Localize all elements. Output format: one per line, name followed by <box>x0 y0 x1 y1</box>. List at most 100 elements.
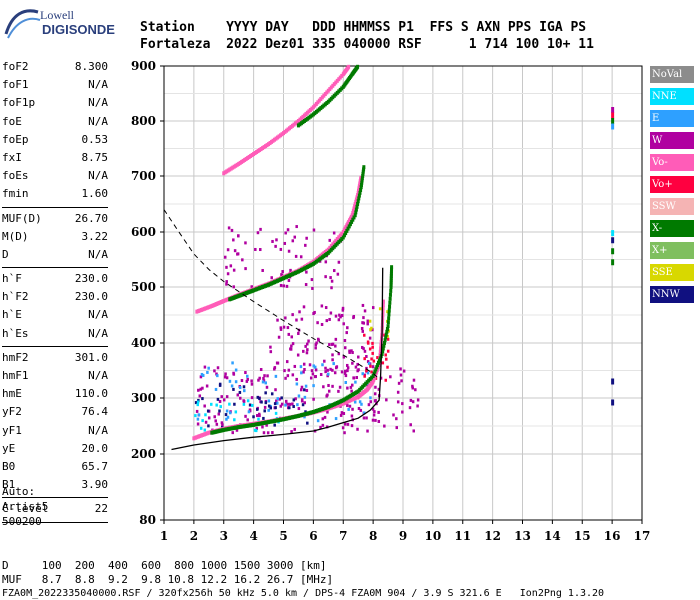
param-name: foEp <box>2 132 29 146</box>
echo-point <box>351 351 354 355</box>
echo-point <box>257 417 260 421</box>
echo-point <box>271 239 274 243</box>
param-name: M(D) <box>2 229 29 243</box>
echo-point <box>611 399 615 406</box>
echo-point <box>342 322 345 326</box>
echo-point <box>383 424 386 428</box>
echo-point <box>196 403 200 407</box>
echo-point <box>197 398 200 402</box>
echo-point <box>325 319 329 323</box>
echo-point <box>291 402 294 406</box>
echo-point <box>196 400 200 404</box>
echo-point <box>360 402 363 406</box>
echo-point <box>334 337 338 341</box>
echo-point <box>411 400 415 404</box>
trace-point <box>362 165 366 170</box>
echo-point <box>399 373 403 377</box>
echo-point <box>386 310 389 314</box>
trace-point <box>380 352 384 356</box>
echo-point <box>306 348 309 352</box>
x-tick-label: 6 <box>309 529 317 543</box>
echo-point <box>194 401 198 405</box>
echo-point <box>256 231 260 235</box>
param-row: M(D) 3.22 <box>2 230 108 248</box>
echo-point <box>258 397 261 401</box>
echo-point <box>195 409 199 413</box>
echo-point <box>354 380 357 384</box>
param-separator <box>2 521 108 523</box>
echo-point <box>329 311 333 315</box>
echo-point <box>333 371 337 375</box>
legend-item: NNW <box>650 286 694 303</box>
echo-point <box>223 375 227 379</box>
echo-point <box>291 313 294 317</box>
param-row: yE 20.0 <box>2 442 108 460</box>
trace-point <box>381 302 385 307</box>
param-row: foF1 N/A <box>2 78 108 96</box>
echo-point <box>232 238 235 242</box>
echo-point <box>343 422 347 426</box>
echo-point <box>262 431 266 435</box>
echo-point <box>401 410 404 414</box>
echo-point <box>303 415 306 419</box>
echo-point <box>371 345 374 349</box>
echo-point <box>233 249 237 253</box>
echo-point <box>337 389 340 393</box>
echo-point <box>282 284 286 288</box>
autoscaling-info: Auto: Artist5 500200 <box>2 484 48 529</box>
echo-point <box>300 385 304 389</box>
echo-point <box>319 372 323 376</box>
echo-point <box>240 379 244 383</box>
echo-point <box>352 376 356 380</box>
echo-point <box>225 265 228 269</box>
echo-point <box>363 374 366 378</box>
echo-point <box>611 230 615 237</box>
trace-point <box>352 215 356 220</box>
echo-point <box>323 415 327 419</box>
echo-point <box>409 398 413 402</box>
echo-point <box>220 395 223 399</box>
trace-point <box>379 343 383 348</box>
echo-point <box>259 227 262 231</box>
param-name: yF1 <box>2 423 22 437</box>
y-tick-label: 300 <box>131 391 156 405</box>
echo-point <box>270 392 274 396</box>
echo-point <box>357 407 361 411</box>
echo-point <box>315 341 318 345</box>
trace-point <box>351 208 355 213</box>
trace-point <box>374 367 378 372</box>
echo-point <box>377 419 381 423</box>
echo-point <box>234 368 238 372</box>
echo-point <box>224 372 227 376</box>
echo-point <box>363 357 366 361</box>
trace-point <box>388 300 392 305</box>
echo-point <box>207 366 210 370</box>
echo-point <box>263 374 266 378</box>
trace-point <box>361 169 365 174</box>
param-value: N/A <box>88 423 108 437</box>
echo-point <box>316 337 320 341</box>
echo-point <box>263 405 267 409</box>
echo-point <box>248 408 252 412</box>
echo-point <box>385 357 388 361</box>
echo-point <box>387 329 390 333</box>
echo-point <box>351 383 354 387</box>
echo-point <box>244 371 247 375</box>
legend-item: NNE <box>650 88 694 105</box>
echo-point <box>196 422 200 426</box>
echo-point <box>356 362 359 366</box>
legend-item: X+ <box>650 242 694 259</box>
trace-point <box>381 309 385 314</box>
echo-point <box>611 107 615 113</box>
echo-point <box>368 347 372 351</box>
echo-point <box>399 367 402 371</box>
echo-point <box>365 354 368 358</box>
echo-point <box>247 410 251 414</box>
param-name: MUF(D) <box>2 211 42 225</box>
echo-point <box>280 273 283 277</box>
echo-point <box>303 368 306 372</box>
param-row: foE N/A <box>2 115 108 133</box>
echo-point <box>285 402 289 406</box>
echo-point <box>369 364 372 368</box>
trace-point <box>353 202 357 206</box>
